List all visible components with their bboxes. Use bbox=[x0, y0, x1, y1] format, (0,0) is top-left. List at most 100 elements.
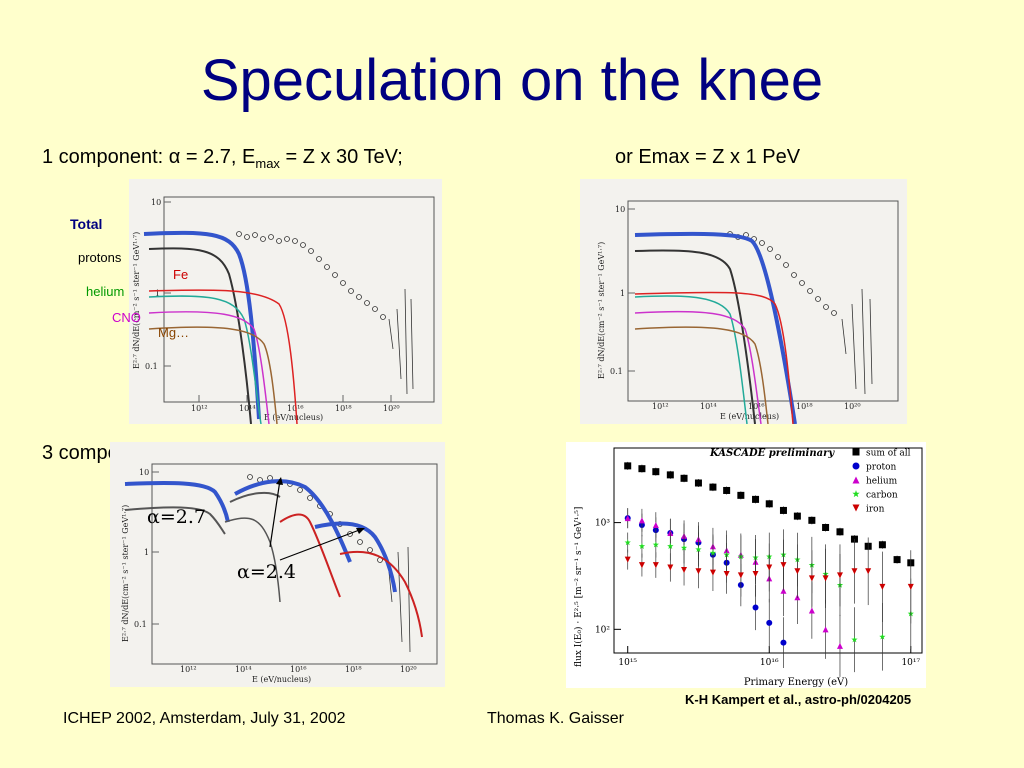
footer-author: Thomas K. Gaisser bbox=[487, 710, 624, 727]
data-point-carbon bbox=[652, 541, 659, 548]
spectrum-panel-3: 10 1 0.1 10¹² 10¹⁴ 10¹⁶ 10¹⁸ 10²⁰ E (eV/… bbox=[110, 442, 445, 687]
kascade-legend: sum of all proton helium carbon iron bbox=[852, 448, 911, 515]
data-point-carbon bbox=[695, 546, 702, 553]
data-point-iron bbox=[681, 566, 688, 573]
data-point-sum-of-all bbox=[808, 516, 816, 524]
kascade-xlabel: Primary Energy (eV) bbox=[744, 677, 848, 688]
data-point-carbon bbox=[709, 549, 717, 556]
data-point-carbon bbox=[638, 542, 646, 549]
p2-xtick-16: 10¹⁶ bbox=[748, 402, 765, 411]
data-point-sum-of-all bbox=[822, 523, 830, 531]
data-point-helium bbox=[808, 607, 815, 614]
label-alpha-24: α=2.4 bbox=[237, 561, 296, 583]
data-point-iron bbox=[808, 575, 815, 582]
legend-marker-sum-of-all bbox=[852, 448, 860, 456]
legend-marker-proton bbox=[852, 462, 860, 470]
data-point-carbon bbox=[851, 636, 858, 643]
data-point-iron bbox=[695, 568, 702, 575]
data-point-iron bbox=[624, 556, 631, 563]
subtitle-sub: max bbox=[255, 156, 280, 171]
data-point-sum-of-all bbox=[793, 512, 801, 520]
data-point-sum-of-all bbox=[723, 486, 731, 494]
kascade-axes: 10¹⁵ 10¹⁶ 10¹⁷ 10³ 10² bbox=[595, 519, 921, 668]
kascade-title: KASCADE preliminary bbox=[709, 448, 835, 459]
p3-xtick-14: 10¹⁴ bbox=[235, 665, 252, 674]
legend-label: carbon bbox=[866, 491, 898, 501]
data-point-proton bbox=[766, 619, 773, 626]
kascade-points bbox=[624, 461, 915, 677]
data-point-carbon bbox=[680, 544, 688, 551]
spectrum-panel-2: 10 1 0.1 10¹² 10¹⁴ 10¹⁶ 10¹⁸ 10²⁰ E (eV/… bbox=[580, 179, 907, 424]
data-point-helium bbox=[624, 515, 631, 522]
data-point-iron bbox=[794, 568, 801, 575]
data-point-sum-of-all bbox=[878, 541, 886, 549]
p3-xtick-16: 10¹⁶ bbox=[290, 665, 307, 674]
label-mg: Mg… bbox=[158, 325, 190, 340]
p1-xtick-12: 10¹² bbox=[191, 404, 208, 413]
subtitle-prefix: 1 component: bbox=[42, 146, 169, 168]
data-point-proton bbox=[752, 604, 759, 611]
data-point-iron bbox=[667, 564, 674, 571]
p1-xtick-18: 10¹⁸ bbox=[335, 404, 352, 413]
p1-xtick-20: 10²⁰ bbox=[383, 404, 400, 413]
legend-label: helium bbox=[866, 477, 898, 487]
kascade-xtick-label: 10¹⁵ bbox=[618, 658, 637, 668]
legend-marker-iron bbox=[852, 504, 860, 512]
kascade-chart: KASCADE preliminary sum of all proton heli… bbox=[566, 442, 926, 688]
p3-xlabel: E (eV/nucleus) bbox=[252, 675, 311, 684]
subtitle-one-component: 1 component: α = 2.7, Emax = Z x 30 TeV; bbox=[42, 146, 403, 171]
data-point-iron bbox=[723, 570, 730, 577]
p1-ytick-1: 1 bbox=[155, 289, 160, 298]
page-title: Speculation on the knee bbox=[200, 48, 824, 113]
p1-ytick-01: 0.1 bbox=[145, 362, 158, 371]
data-point-carbon bbox=[624, 539, 631, 546]
legend-label: iron bbox=[866, 505, 885, 515]
data-point-sum-of-all bbox=[752, 495, 760, 503]
kascade-xtick-label: 10¹⁷ bbox=[901, 658, 920, 668]
footer-conference: ICHEP 2002, Amsterdam, July 31, 2002 bbox=[63, 710, 346, 727]
p3-ytick-01: 0.1 bbox=[134, 620, 147, 629]
p2-ylabel: E²·⁷ dN/dE(cm⁻² s⁻¹ ster⁻¹ GeV¹·⁷) bbox=[597, 242, 606, 379]
p2-xtick-18: 10¹⁸ bbox=[796, 402, 813, 411]
data-point-sum-of-all bbox=[737, 491, 745, 499]
data-point-sum-of-all bbox=[836, 528, 844, 536]
legend-marker-carbon bbox=[852, 490, 860, 498]
data-point-iron bbox=[752, 570, 759, 577]
data-point-iron bbox=[766, 564, 773, 571]
p1-ylabel: E²·⁷ dN/dE(cm⁻² s⁻¹ ster⁻¹ GeV¹·⁷) bbox=[132, 232, 141, 369]
data-point-iron bbox=[780, 562, 787, 569]
data-point-sum-of-all bbox=[765, 500, 773, 508]
data-point-iron bbox=[822, 575, 829, 582]
subtitle-alpha: α = 2.7, E bbox=[168, 146, 256, 168]
data-point-iron bbox=[652, 562, 659, 569]
data-point-sum-of-all bbox=[893, 556, 901, 564]
data-point-sum-of-all bbox=[624, 462, 632, 470]
legend-marker-helium bbox=[852, 476, 860, 484]
kascade-ytick-label: 10² bbox=[595, 625, 610, 635]
label-total: Total bbox=[70, 216, 103, 232]
data-point-iron bbox=[836, 572, 843, 579]
data-point-sum-of-all bbox=[638, 465, 646, 473]
p1-ytick-10: 10 bbox=[151, 198, 161, 207]
data-point-iron bbox=[709, 569, 716, 576]
spectrum-panel-1: 10 1 0.1 10¹² 10¹⁴ 10¹⁶ 10¹⁸ 10²⁰ E (eV/… bbox=[129, 179, 442, 424]
data-point-iron bbox=[865, 568, 872, 575]
data-point-carbon bbox=[879, 633, 886, 640]
data-point-sum-of-all bbox=[666, 471, 674, 479]
subtitle-emax: or Emax = Z x 1 PeV bbox=[615, 146, 801, 168]
label-alpha-27: α=2.7 bbox=[147, 506, 206, 528]
p1-xtick-14: 10¹⁴ bbox=[239, 404, 256, 413]
data-point-helium bbox=[652, 521, 659, 528]
kascade-ytick-label: 10³ bbox=[595, 519, 610, 529]
data-point-helium bbox=[822, 626, 829, 633]
p2-xlabel: E (eV/nucleus) bbox=[720, 412, 779, 421]
p2-xtick-12: 10¹² bbox=[652, 402, 669, 411]
data-point-sum-of-all bbox=[694, 479, 702, 487]
label-fe: Fe bbox=[173, 267, 189, 282]
kascade-xtick-label: 10¹⁶ bbox=[760, 658, 779, 668]
data-point-helium bbox=[780, 587, 787, 594]
data-point-iron bbox=[638, 562, 645, 569]
p2-xtick-20: 10²⁰ bbox=[844, 402, 861, 411]
data-point-sum-of-all bbox=[652, 468, 660, 476]
data-point-proton bbox=[780, 639, 787, 646]
